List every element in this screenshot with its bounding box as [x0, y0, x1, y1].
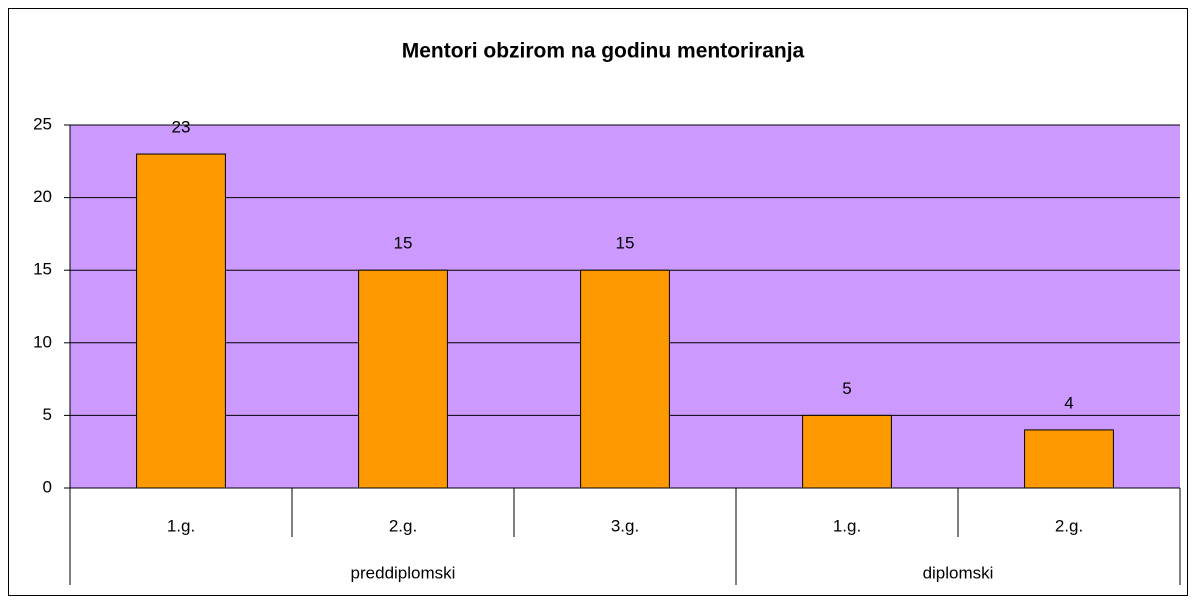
x-tick-label: 1.g.: [833, 516, 861, 535]
y-tick-label: 15: [33, 260, 52, 279]
x-tick-label: 3.g.: [611, 516, 639, 535]
data-label: 23: [172, 118, 191, 137]
data-label: 15: [616, 234, 635, 253]
x-tick-label: 2.g.: [1055, 516, 1083, 535]
data-label: 5: [842, 379, 851, 398]
bar: [358, 269, 448, 489]
y-tick-label: 25: [33, 114, 52, 133]
y-tick-label: 5: [43, 405, 52, 424]
x-tick-label: 1.g.: [167, 516, 195, 535]
bar: [802, 414, 892, 489]
bar: [580, 269, 670, 489]
bar: [136, 153, 226, 489]
bar: [1024, 429, 1114, 489]
group-label: preddiplomski: [351, 563, 456, 582]
y-tick-label: 0: [43, 477, 52, 496]
data-label: 15: [394, 234, 413, 253]
data-label: 4: [1064, 393, 1073, 412]
y-tick-label: 20: [33, 187, 52, 206]
group-label: diplomski: [923, 563, 994, 582]
y-tick-label: 10: [33, 332, 52, 351]
x-tick-label: 2.g.: [389, 516, 417, 535]
chart-title: Mentori obzirom na godinu mentoriranja: [402, 40, 805, 63]
